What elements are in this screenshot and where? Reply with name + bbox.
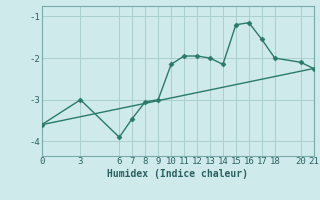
X-axis label: Humidex (Indice chaleur): Humidex (Indice chaleur): [107, 169, 248, 179]
